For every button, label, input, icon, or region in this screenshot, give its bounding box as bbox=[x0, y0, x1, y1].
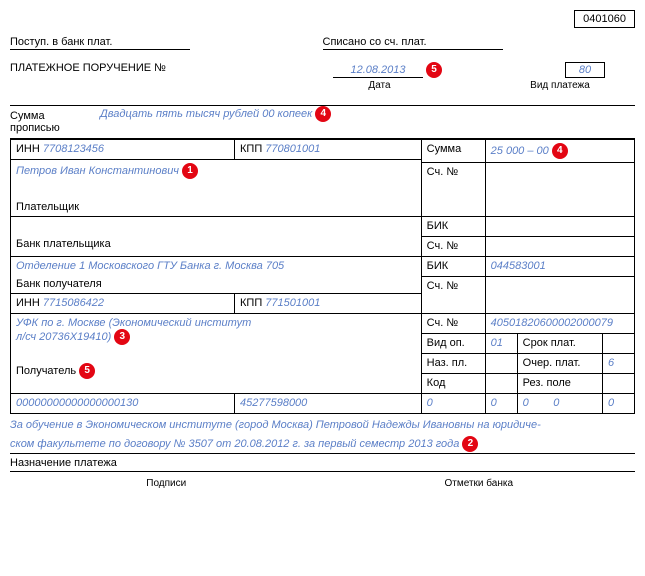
code-4: 0 bbox=[485, 394, 517, 414]
bank-recv-label: Банк получателя bbox=[16, 278, 416, 290]
sig-left: Подписи bbox=[10, 478, 323, 489]
purpose-line2: ском факультете по договору № 3507 от 20… bbox=[10, 438, 459, 450]
purpose-line1: За обучение в Экономическом институте (г… bbox=[10, 419, 541, 431]
header-right: Списано со сч. плат. bbox=[323, 36, 503, 50]
kod-lbl: Код bbox=[421, 374, 485, 394]
badge-1: 1 bbox=[182, 163, 198, 179]
vid-label: Вид платежа bbox=[485, 80, 635, 91]
sch1-lbl: Сч. № bbox=[421, 163, 485, 217]
payer-kpp-lbl: КПП bbox=[240, 143, 262, 155]
badge-3: 3 bbox=[114, 329, 130, 345]
payer-label: Плательщик bbox=[16, 201, 416, 213]
summa-prop-label2: прописью bbox=[10, 122, 100, 134]
bik-val: 044583001 bbox=[485, 257, 634, 277]
badge-2: 2 bbox=[462, 436, 478, 452]
code-1: 00000000000000000130 bbox=[11, 394, 235, 414]
bik-lbl2: БИК bbox=[421, 257, 485, 277]
code-5: 0 0 bbox=[517, 394, 602, 414]
sch-lbl2: Сч. № bbox=[421, 237, 485, 257]
sch-lbl4: Сч. № bbox=[421, 314, 485, 334]
date-value: 12.08.2013 bbox=[333, 64, 423, 78]
recv-name2: л/сч 20736Х19410) bbox=[16, 331, 111, 343]
badge-4-num: 4 bbox=[552, 143, 568, 159]
ocher-lbl: Очер. плат. bbox=[517, 354, 602, 374]
vid-op-val: 01 bbox=[485, 334, 517, 354]
recv-kpp: 771501001 bbox=[265, 297, 320, 309]
code-3: 0 bbox=[421, 394, 485, 414]
code-7: 0 bbox=[602, 394, 634, 414]
recv-label: Получатель bbox=[16, 365, 76, 377]
summa-prop-label1: Сумма bbox=[10, 110, 100, 122]
badge-5-date: 5 bbox=[426, 62, 442, 78]
rez-lbl: Рез. поле bbox=[517, 374, 602, 394]
bik-lbl1: БИК bbox=[421, 217, 485, 237]
payer-inn: 7708123456 bbox=[43, 143, 104, 155]
srok-lbl: Срок плат. bbox=[517, 334, 602, 354]
vid-op-lbl: Вид оп. bbox=[421, 334, 485, 354]
payer-name: Петров Иван Константинович bbox=[16, 165, 179, 177]
recv-inn-lbl: ИНН bbox=[16, 297, 40, 309]
recv-sch: 40501820600002000079 bbox=[485, 314, 634, 334]
recv-inn: 7715086422 bbox=[43, 297, 104, 309]
ocher-val: 6 bbox=[602, 354, 634, 374]
date-label: Дата bbox=[240, 80, 519, 91]
sig-right: Отметки банка bbox=[323, 478, 636, 489]
summa-prop-value: Двадцать пять тысяч рублей 00 копеек bbox=[100, 108, 312, 120]
bank-payer-label: Банк плательщика bbox=[16, 238, 416, 250]
code-2: 45277598000 bbox=[235, 394, 422, 414]
badge-4-words: 4 bbox=[315, 106, 331, 122]
summa-lbl: Сумма bbox=[421, 140, 485, 163]
payer-inn-lbl: ИНН bbox=[16, 143, 40, 155]
summa-val: 25 000 – 00 bbox=[491, 145, 549, 157]
code-top: 0401060 bbox=[574, 10, 635, 28]
recv-kpp-lbl: КПП bbox=[240, 297, 262, 309]
recv-name1: УФК по г. Москве (Экономический институт bbox=[16, 317, 416, 329]
badge-5-recv: 5 bbox=[79, 363, 95, 379]
naz-lbl: Наз. пл. bbox=[421, 354, 485, 374]
bank-recv-name: Отделение 1 Московского ГТУ Банка г. Мос… bbox=[16, 260, 416, 272]
sch-lbl3: Сч. № bbox=[421, 277, 485, 314]
header-left: Поступ. в банк плат. bbox=[10, 36, 190, 50]
payer-kpp: 770801001 bbox=[265, 143, 320, 155]
vid-value: 80 bbox=[565, 62, 605, 78]
purpose-label: Назначение платежа bbox=[10, 457, 117, 469]
doc-title: ПЛАТЕЖНОЕ ПОРУЧЕНИЕ № bbox=[10, 62, 240, 74]
